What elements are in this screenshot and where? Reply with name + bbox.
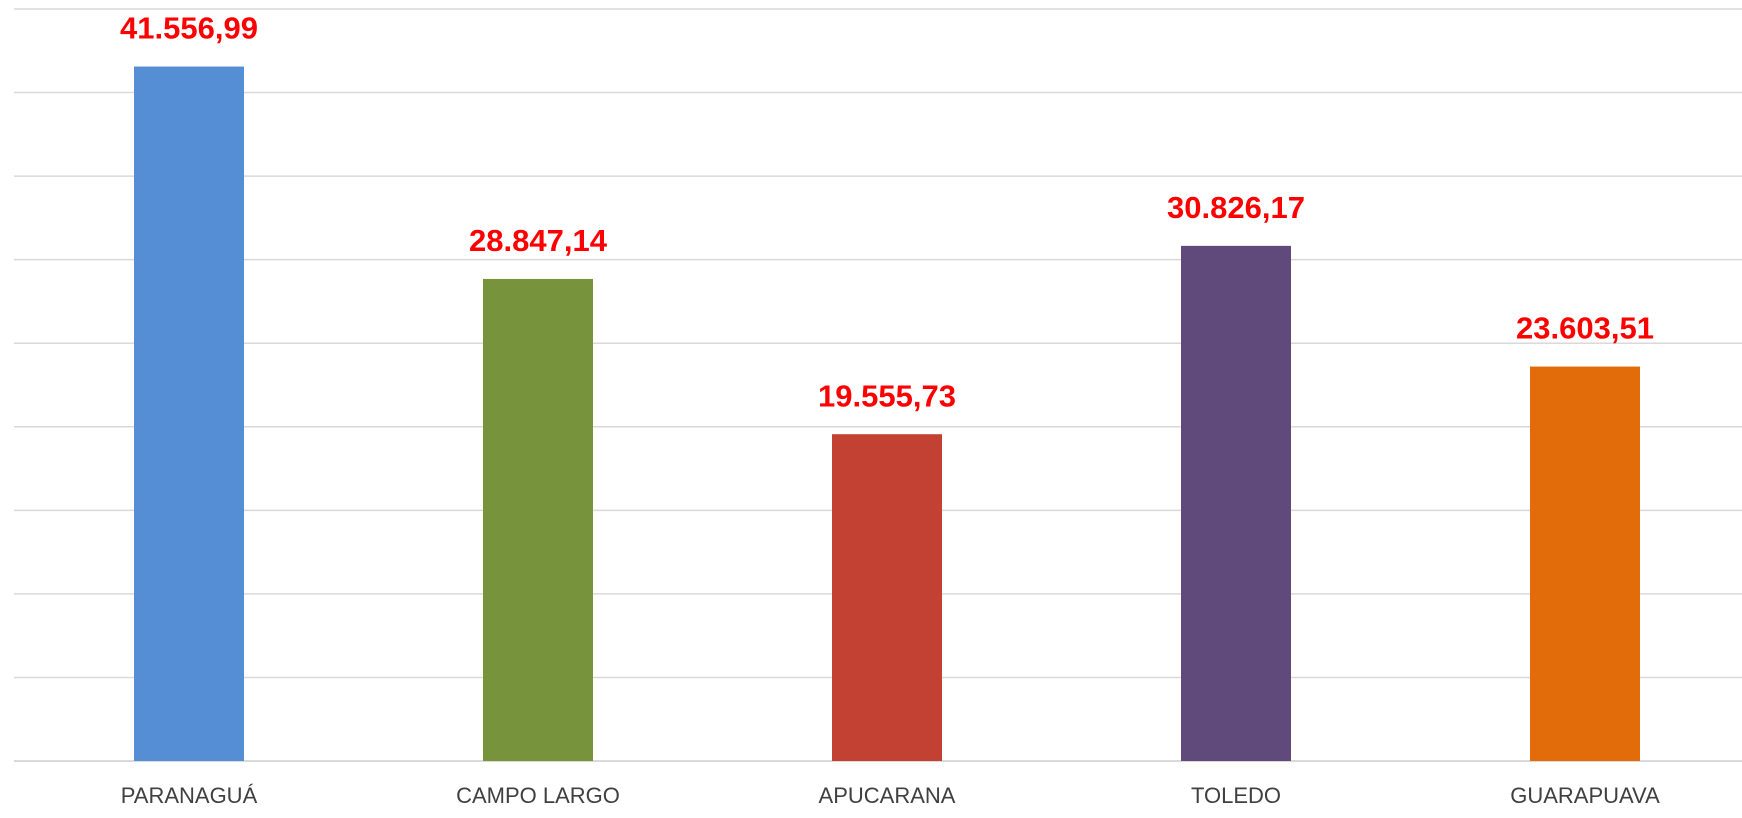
data-label: 23.603,51 [1516,311,1654,346]
bar [832,434,942,761]
x-tick-label: CAMPO LARGO [456,783,620,808]
data-label: 19.555,73 [818,378,956,413]
bar [483,278,593,761]
x-tick-label: PARANAGUÁ [121,783,258,808]
bar [134,66,244,762]
bar [1530,366,1640,761]
data-label: 41.556,99 [120,11,258,46]
data-label: 30.826,17 [1167,190,1305,225]
bar [1181,245,1291,761]
x-tick-label: GUARAPUAVA [1510,783,1660,808]
x-tick-label: APUCARANA [819,783,956,808]
data-label: 28.847,14 [469,223,608,258]
x-tick-label: TOLEDO [1191,783,1281,808]
